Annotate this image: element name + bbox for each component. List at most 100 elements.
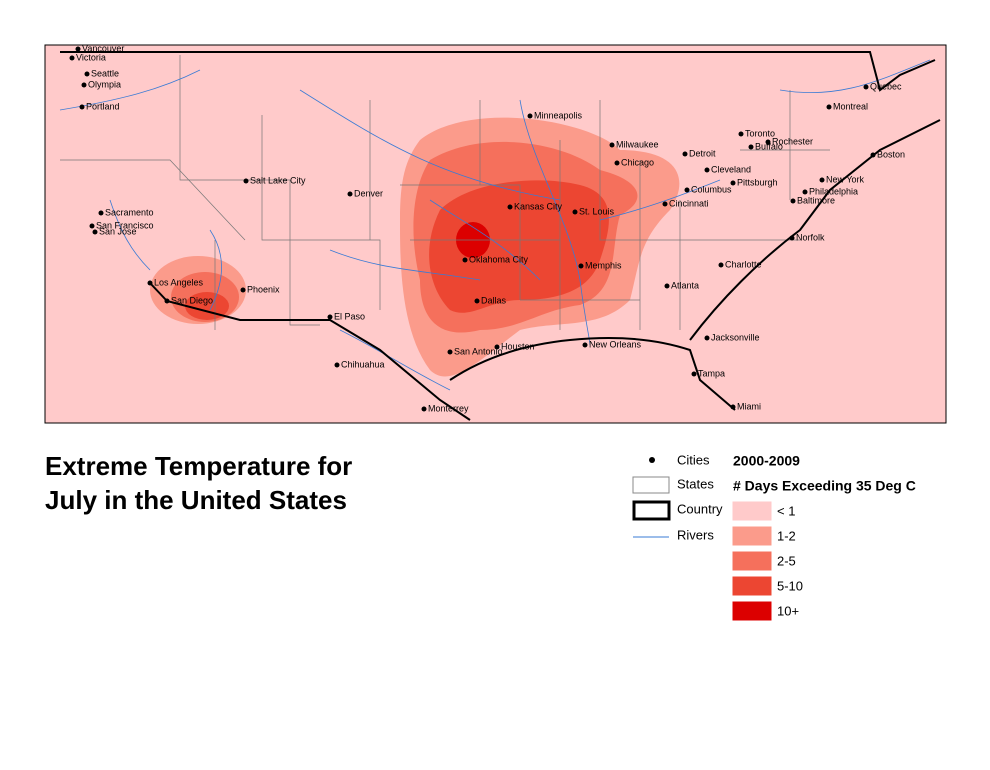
state-symbol: [632, 476, 670, 494]
city-label: Seattle: [91, 68, 119, 78]
city-label: Detroit: [689, 148, 716, 158]
city-label: Columbus: [691, 184, 732, 194]
legend-class-label: 1-2: [777, 528, 796, 543]
city-label: Los Angeles: [154, 277, 204, 287]
title-line: July in the United States: [45, 485, 347, 515]
state-boundary: [60, 159, 246, 241]
city-dot: [730, 404, 736, 410]
city-label: Montreal: [833, 101, 868, 111]
city-label: Atlanta: [671, 280, 699, 290]
city-dot: [75, 46, 81, 52]
city-dot: [684, 187, 690, 193]
city-dot: [609, 142, 615, 148]
legend-swatch: [732, 501, 772, 521]
city-dot: [765, 139, 771, 145]
city-label: Jacksonville: [711, 332, 760, 342]
heat-zone: [185, 292, 229, 320]
city-label: Cleveland: [711, 164, 751, 174]
city-dot: [92, 229, 98, 235]
city-label: Toronto: [745, 128, 775, 138]
city-label: Kansas City: [514, 201, 563, 211]
city-label: Sacramento: [105, 207, 154, 217]
city-dot: [863, 84, 869, 90]
river: [109, 199, 151, 271]
city-label: Rochester: [772, 136, 813, 146]
city-label: Chihuahua: [341, 359, 385, 369]
city-label: Chicago: [621, 157, 654, 167]
city-dot: [69, 55, 75, 61]
city-dot: [704, 167, 710, 173]
city-dot: [507, 204, 513, 210]
city-dot: [81, 82, 87, 88]
city-dot: [164, 298, 170, 304]
heat-zone: [429, 180, 609, 313]
city-label: Philadelphia: [809, 186, 858, 196]
legend-label: States: [677, 476, 714, 491]
city-label: Olympia: [88, 79, 121, 89]
legend-label: Country: [677, 501, 723, 516]
legend-swatch: [732, 526, 772, 546]
city-label: Miami: [737, 401, 761, 411]
city-label: El Paso: [334, 311, 365, 321]
city-label: San Diego: [171, 295, 213, 305]
city-dot: [421, 406, 427, 412]
city-dot: [802, 189, 808, 195]
city-dot: [819, 177, 825, 183]
city-dot: [240, 287, 246, 293]
city-dot: [748, 144, 754, 150]
river: [599, 179, 721, 221]
city-dot: [582, 342, 588, 348]
state-boundary: [599, 100, 700, 241]
city-dot: [494, 344, 500, 350]
city-label: San Francisco: [96, 220, 154, 230]
legend-class-label: 2-5: [777, 553, 796, 568]
legend-subheading: # Days Exceeding 35 Deg C: [733, 478, 916, 494]
state-boundary: [179, 55, 290, 181]
city-label: Tampa: [698, 368, 725, 378]
river: [779, 59, 931, 93]
city-dot: [614, 160, 620, 166]
title-line: Extreme Temperature for: [45, 451, 352, 481]
city-dot: [462, 257, 468, 263]
city-label: St. Louis: [579, 206, 615, 216]
city-dot: [334, 362, 340, 368]
river: [209, 229, 222, 311]
city-dot: [98, 210, 104, 216]
city-label: Vancouver: [82, 43, 124, 53]
city-dot: [84, 71, 90, 77]
city-label: Phoenix: [247, 284, 280, 294]
city-dot: [147, 280, 153, 286]
city-label: Portland: [86, 101, 120, 111]
city-label: San Jose: [99, 226, 137, 236]
state-boundary: [289, 180, 320, 326]
legend-class-label: 10+: [777, 603, 799, 618]
city-dot: [738, 131, 744, 137]
city-label: Pittsburgh: [737, 177, 778, 187]
river: [329, 249, 481, 281]
legend-swatch: [732, 551, 772, 571]
legend-heading: 2000-2009: [733, 453, 800, 469]
city-label: Houston: [501, 341, 535, 351]
city-label: Dallas: [481, 295, 507, 305]
legend-label: Cities: [677, 452, 710, 467]
river: [429, 199, 541, 281]
country-boundary: [689, 119, 941, 341]
city-dot: [789, 235, 795, 241]
state-boundary: [261, 115, 381, 310]
city-dot: [578, 263, 584, 269]
city-dot: [474, 298, 480, 304]
city-dot: [691, 371, 697, 377]
city-label: Boston: [877, 149, 905, 159]
city-label: New Orleans: [589, 339, 642, 349]
city-dot: [790, 198, 796, 204]
legend-class-label: 5-10: [777, 578, 803, 593]
city-dot: [826, 104, 832, 110]
legend-label: Rivers: [677, 527, 714, 542]
city-label: New York: [826, 174, 865, 184]
city-label: Quebec: [870, 81, 902, 91]
city-dot: [79, 104, 85, 110]
city-label: Milwaukee: [616, 139, 659, 149]
city-dot: [730, 180, 736, 186]
city-label: San Antonio: [454, 346, 503, 356]
